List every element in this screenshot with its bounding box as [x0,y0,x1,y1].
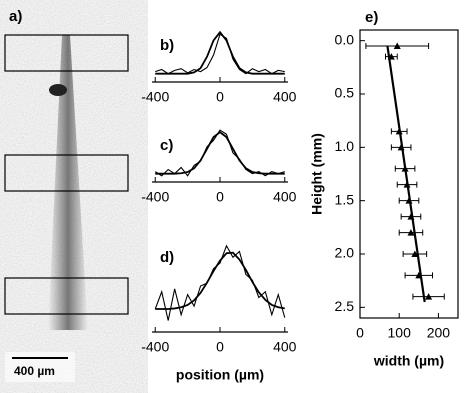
panel-label: c) [160,137,173,154]
plot-frame [359,29,459,319]
x-tick-label: 0 [216,89,224,105]
y-tick-label: 2.5 [335,298,355,314]
micrograph: 400 µm a) [4,3,135,382]
y-tick-label: 1.0 [335,138,355,154]
panel-label: e) [365,9,378,26]
panel-label: b) [160,37,174,54]
y-tick-label: 0.0 [335,31,355,47]
x-tick-label: 400 [273,189,297,205]
x-tick-label: -400 [141,189,169,205]
profile-line [155,33,285,75]
x-tick-label: 100 [388,325,412,341]
selection-box [4,34,129,72]
panel-label: a) [9,8,22,25]
marker [411,250,419,257]
x-axis-title: width (µm) [373,353,444,369]
streak [48,35,88,330]
profile-line [154,244,286,321]
scale-label: 400 µm [14,364,55,378]
panel-label: d) [160,249,174,266]
x-tick-label: -400 [141,339,169,355]
x-tick-label: 400 [273,89,297,105]
y-tick-label: 2.0 [335,245,355,261]
marker [407,229,415,236]
x-tick-label: 0 [356,325,364,341]
y-tick-label: 0.5 [335,85,355,101]
x-tick-label: -400 [141,89,169,105]
x-tick-label: 200 [427,325,451,341]
marker [425,293,433,300]
profile-line [155,251,285,310]
profile-line [155,30,285,75]
y-axis-title: Height (mm) [309,133,325,215]
selection-box [4,277,129,315]
y-tick-label: 1.5 [335,191,355,207]
selection-box [4,154,129,192]
x-tick-label: 0 [216,189,224,205]
x-axis-title: position (µm) [176,367,264,383]
profile-line [155,131,285,175]
blob [49,84,67,96]
fit-line [386,45,426,303]
marker [393,42,401,49]
profile-line [154,129,285,177]
x-tick-label: 400 [273,339,297,355]
x-tick-label: 0 [216,339,224,355]
